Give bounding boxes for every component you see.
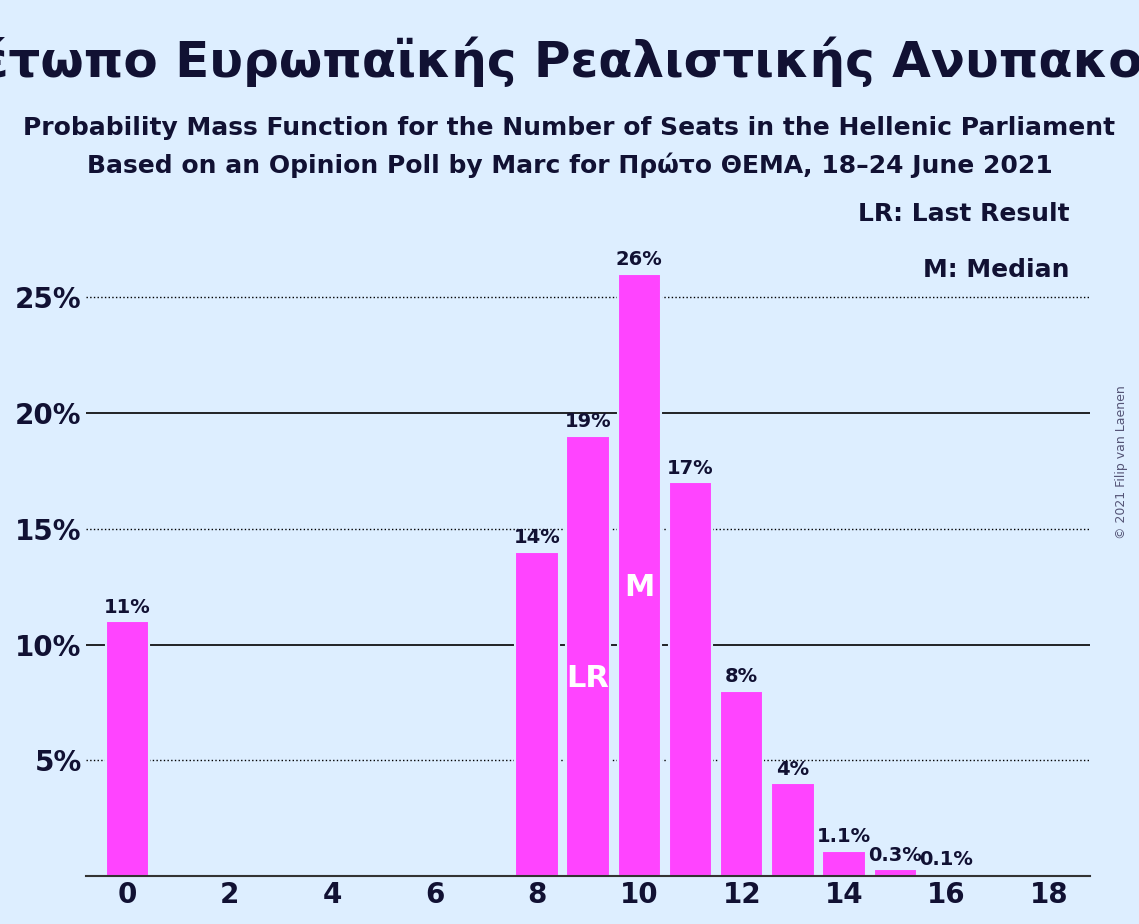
Bar <box>669 482 712 876</box>
Text: © 2021 Filip van Laenen: © 2021 Filip van Laenen <box>1115 385 1129 539</box>
Text: 8%: 8% <box>726 667 759 687</box>
Bar <box>515 552 559 876</box>
Bar <box>106 621 149 876</box>
Text: Μέτωπο Ευρωπαϊκής Ρεαλιστικής Ανυπακοής: Μέτωπο Ευρωπαϊκής Ρεαλιστικής Ανυπακοής <box>0 37 1139 88</box>
Text: 14%: 14% <box>514 529 560 547</box>
Text: 17%: 17% <box>667 459 714 478</box>
Text: 19%: 19% <box>565 412 612 432</box>
Bar <box>874 869 917 876</box>
Bar <box>617 274 661 876</box>
Bar <box>720 691 763 876</box>
Text: 0.3%: 0.3% <box>868 845 923 865</box>
Text: LR: Last Result: LR: Last Result <box>858 202 1070 226</box>
Bar <box>771 784 814 876</box>
Text: 0.1%: 0.1% <box>919 850 974 869</box>
Text: M: M <box>624 573 655 602</box>
Text: 1.1%: 1.1% <box>817 827 871 846</box>
Text: M: Median: M: Median <box>924 258 1070 282</box>
Text: Based on an Opinion Poll by Marc for Πρώτο ΘΕΜΑ, 18–24 June 2021: Based on an Opinion Poll by Marc for Πρώ… <box>87 152 1052 178</box>
Bar <box>822 851 866 876</box>
Text: LR: LR <box>567 663 609 693</box>
Text: Probability Mass Function for the Number of Seats in the Hellenic Parliament: Probability Mass Function for the Number… <box>24 116 1115 140</box>
Text: 26%: 26% <box>616 250 663 269</box>
Bar <box>925 874 968 876</box>
Text: 4%: 4% <box>777 760 810 779</box>
Text: 11%: 11% <box>104 598 150 616</box>
Bar <box>566 436 609 876</box>
